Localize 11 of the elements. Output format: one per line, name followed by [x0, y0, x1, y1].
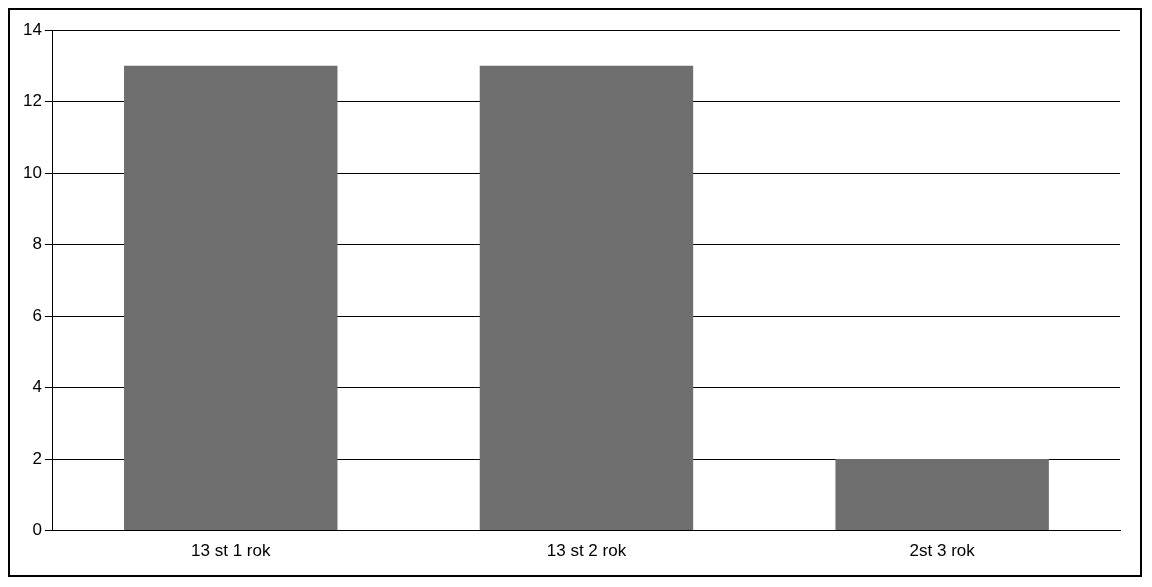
y-tick-label: 10 — [22, 162, 42, 182]
y-tick-label: 2 — [32, 448, 42, 468]
x-tick-label: 13 st 1 rok — [191, 541, 271, 561]
y-tick-label: 6 — [32, 305, 42, 325]
y-tick-label: 12 — [22, 91, 42, 111]
y-tick-label: 8 — [32, 234, 42, 254]
x-tick-label: 2st 3 rok — [909, 541, 976, 561]
y-tick-label: 14 — [22, 19, 42, 39]
y-tick-label: 4 — [32, 377, 42, 397]
x-tick-label: 13 st 2 rok — [546, 541, 627, 561]
y-tick-label: 0 — [32, 520, 42, 540]
